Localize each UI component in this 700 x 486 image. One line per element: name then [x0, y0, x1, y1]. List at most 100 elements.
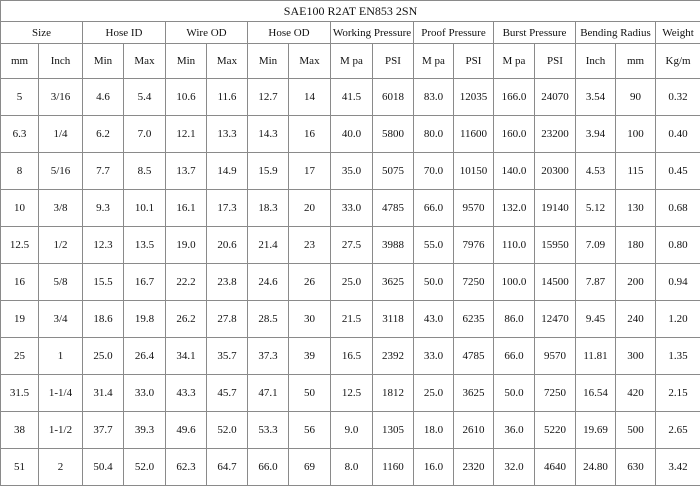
data-cell: 7250	[534, 374, 576, 412]
data-cell: 25.0	[330, 263, 373, 301]
data-cell: 12.5	[0, 226, 39, 264]
data-cell: 9.3	[82, 189, 124, 227]
data-row: 31.5 1-1/4 31.4 33.0 43.3 45.7 47.1 50 12.5 1812 2…	[0, 374, 700, 412]
sub-header: M pa	[330, 43, 373, 79]
data-cell: 13.7	[165, 152, 207, 190]
data-cell: 14.9	[206, 152, 248, 190]
data-row: 6.3 1/4 6.2 7.0 12.1 13.3 14.3 16 40.0 5800 80.0 11…	[0, 115, 700, 153]
data-cell: 0.94	[654, 263, 700, 301]
data-cell: 5220	[534, 411, 576, 449]
data-cell: 26.4	[123, 337, 166, 375]
data-cell: 90	[615, 78, 656, 116]
data-cell: 17.3	[206, 189, 248, 227]
data-cell: 6.2	[82, 115, 124, 153]
data-cell: 140.0	[493, 152, 535, 190]
data-cell: 20300	[534, 152, 576, 190]
data-cell: 49.6	[165, 411, 207, 449]
data-cell: 27.5	[330, 226, 373, 264]
data-cell: 53.3	[247, 411, 289, 449]
data-cell: 19.0	[165, 226, 207, 264]
sub-header: PSI	[372, 43, 414, 79]
data-cell: 9.0	[330, 411, 373, 449]
sub-header: Kg/m	[654, 43, 700, 79]
data-cell: 9570	[453, 189, 494, 227]
data-cell: 21.4	[247, 226, 289, 264]
data-cell: 1/2	[38, 226, 83, 264]
data-cell: 24.6	[247, 263, 289, 301]
data-cell: 6018	[372, 78, 414, 116]
data-cell: 2	[38, 448, 83, 486]
group-header: Bending Radius	[575, 21, 656, 44]
data-cell: 1.35	[654, 337, 700, 375]
data-cell: 3625	[453, 374, 494, 412]
data-cell: 0.68	[654, 189, 700, 227]
data-cell: 62.3	[165, 448, 207, 486]
data-cell: 5.12	[575, 189, 616, 227]
data-cell: 19.8	[123, 300, 166, 338]
data-cell: 14500	[534, 263, 576, 301]
group-header: Hose ID	[82, 21, 166, 44]
group-header: Working Pressure	[330, 21, 414, 44]
data-cell: 25	[0, 337, 39, 375]
data-cell: 13.5	[123, 226, 166, 264]
data-cell: 115	[615, 152, 656, 190]
data-cell: 7.0	[123, 115, 166, 153]
data-cell: 35.7	[206, 337, 248, 375]
data-cell: 14.3	[247, 115, 289, 153]
data-cell: 4.6	[82, 78, 124, 116]
data-cell: 26	[288, 263, 331, 301]
data-cell: 80.0	[413, 115, 454, 153]
data-cell: 10.6	[165, 78, 207, 116]
data-cell: 66.0	[247, 448, 289, 486]
data-cell: 500	[615, 411, 656, 449]
group-header: Size	[0, 21, 83, 44]
data-cell: 2610	[453, 411, 494, 449]
data-cell: 1/4	[38, 115, 83, 153]
data-cell: 39	[288, 337, 331, 375]
data-cell: 6235	[453, 300, 494, 338]
data-cell: 6.3	[0, 115, 39, 153]
data-cell: 10	[0, 189, 39, 227]
group-header: Weight	[654, 21, 700, 44]
data-cell: 300	[615, 337, 656, 375]
data-cell: 12.3	[82, 226, 124, 264]
data-cell: 16.7	[123, 263, 166, 301]
data-cell: 12.5	[330, 374, 373, 412]
sub-header: PSI	[534, 43, 576, 79]
data-cell: 21.5	[330, 300, 373, 338]
data-cell: 23	[288, 226, 331, 264]
data-row: 10 3/8 9.3 10.1 16.1 17.3 18.3 20 33.0 4785 66.0 95…	[0, 189, 700, 227]
data-cell: 4785	[372, 189, 414, 227]
data-cell: 240	[615, 300, 656, 338]
data-cell: 5.4	[123, 78, 166, 116]
data-cell: 19.69	[575, 411, 616, 449]
data-row: 8 5/16 7.7 8.5 13.7 14.9 15.9 17 35.0 5075 70.0 101…	[0, 152, 700, 190]
group-header: Hose OD	[247, 21, 331, 44]
data-cell: 420	[615, 374, 656, 412]
sub-header: Min	[247, 43, 289, 79]
data-cell: 4.53	[575, 152, 616, 190]
data-cell: 52.0	[206, 411, 248, 449]
title-row: SAE100 R2AT EN853 2SN	[0, 0, 700, 22]
data-cell: 27.8	[206, 300, 248, 338]
data-cell: 16.54	[575, 374, 616, 412]
sub-header: PSI	[453, 43, 494, 79]
data-cell: 4640	[534, 448, 576, 486]
data-cell: 25.0	[413, 374, 454, 412]
sub-header: Min	[82, 43, 124, 79]
data-cell: 14	[288, 78, 331, 116]
data-cell: 3.94	[575, 115, 616, 153]
data-cell: 100	[615, 115, 656, 153]
data-cell: 16.1	[165, 189, 207, 227]
data-cell: 28.5	[247, 300, 289, 338]
data-cell: 2392	[372, 337, 414, 375]
data-cell: 132.0	[493, 189, 535, 227]
data-cell: 110.0	[493, 226, 535, 264]
data-cell: 166.0	[493, 78, 535, 116]
data-cell: 38	[0, 411, 39, 449]
data-cell: 66.0	[493, 337, 535, 375]
data-row: 25 1 25.0 26.4 34.1 35.7 37.3 39 16.5 2392 33.0 478…	[0, 337, 700, 375]
sub-header: M pa	[413, 43, 454, 79]
data-cell: 2.15	[654, 374, 700, 412]
data-cell: 11.81	[575, 337, 616, 375]
